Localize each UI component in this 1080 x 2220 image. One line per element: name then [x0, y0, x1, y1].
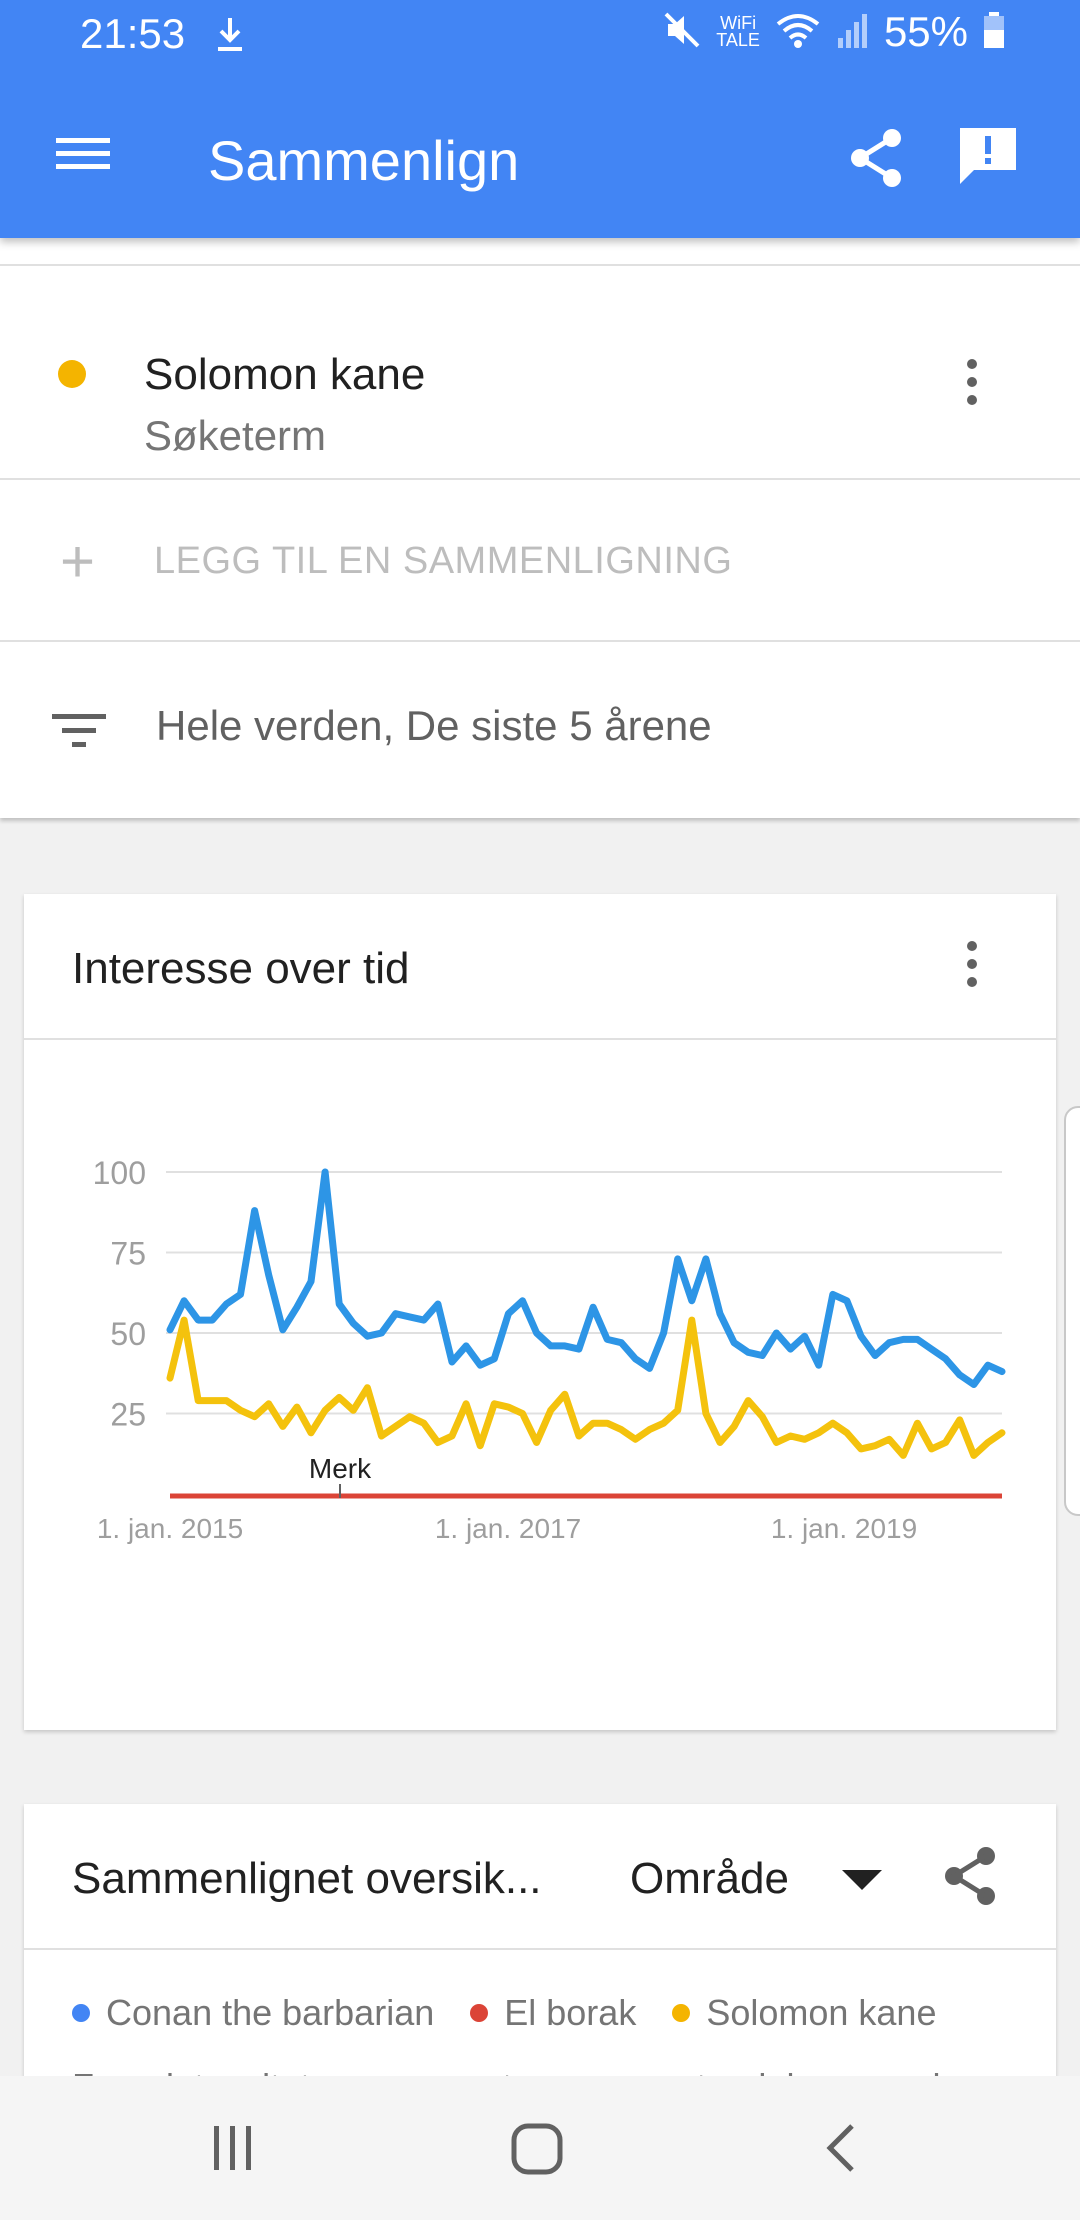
- legend-label: El borak: [504, 1992, 637, 2033]
- legend-item: Conan the barbarian: [72, 1992, 434, 2034]
- mute-icon: [662, 10, 702, 55]
- legend-label: Solomon kane: [706, 1992, 937, 2033]
- add-comparison-button[interactable]: + LEGG TIL EN SAMMENLIGNING: [0, 480, 1080, 642]
- feedback-icon[interactable]: [956, 124, 1020, 193]
- x-tick-label: 1. jan. 2019: [771, 1513, 917, 1544]
- series-line-solomon-kane: [166, 1316, 1006, 1459]
- signal-icon: [836, 10, 870, 55]
- legend-item: El borak: [470, 1992, 636, 2034]
- search-terms-panel: Solomon kane Søketerm + LEGG TIL EN SAMM…: [0, 238, 1080, 818]
- interest-chart[interactable]: 25 50 75 100 Merk 1. jan. 2015 1. jan. 2017 1. …: [24, 1042, 1056, 1730]
- card-header: Interesse over tid: [24, 894, 1056, 1040]
- wifi-icon: [774, 10, 822, 55]
- term-type: Søketerm: [144, 412, 327, 459]
- x-tick-label: 1. jan. 2015: [97, 1513, 243, 1544]
- share-icon[interactable]: [940, 1844, 1000, 1913]
- dropdown-arrow-icon[interactable]: [840, 1868, 884, 1897]
- term-name: Solomon kane: [144, 350, 426, 399]
- share-icon[interactable]: [846, 126, 906, 195]
- y-tick-label: 75: [110, 1236, 146, 1272]
- app-header: 21:53 WiFi TALE 55% Sammenlign: [0, 0, 1080, 238]
- battery-percent: 55%: [883, 8, 968, 55]
- y-tick-label: 50: [110, 1316, 146, 1352]
- note-label: Merk: [309, 1453, 372, 1484]
- card-title: Interesse over tid: [72, 944, 410, 993]
- term-more-icon[interactable]: [960, 356, 984, 417]
- legend-label: Conan the barbarian: [106, 1992, 435, 2033]
- legend-dot: [470, 2004, 489, 2022]
- status-bar: 21:53 WiFi TALE 55%: [0, 0, 1080, 72]
- legend-dot: [72, 2004, 90, 2022]
- plus-icon: +: [60, 528, 96, 595]
- wifi-label: WiFi: [720, 13, 757, 33]
- filter-label: Hele verden, De siste 5 årene: [156, 702, 712, 749]
- legend: Conan the barbarian El borak Solomon kan…: [72, 1992, 972, 2034]
- tale-label: TALE: [716, 30, 760, 50]
- recent-apps-icon[interactable]: [210, 2124, 258, 2177]
- term-color-dot: [58, 360, 86, 388]
- chart-svg: 25 50 75 100 Merk 1. jan. 2015 1. jan. 2017 1. …: [93, 1155, 1006, 1544]
- app-bar: Sammenlign: [0, 90, 1080, 238]
- region-select[interactable]: Område: [630, 1854, 789, 1903]
- scroll-handle[interactable]: [1064, 1106, 1080, 1516]
- status-time: 21:53: [80, 10, 186, 57]
- download-icon: [214, 14, 246, 59]
- search-term-row[interactable]: Solomon kane Søketerm: [0, 266, 1080, 480]
- battery-icon: [982, 10, 1006, 55]
- card-header: Sammenlignet oversik... Område: [24, 1804, 1056, 1950]
- add-comparison-label: LEGG TIL EN SAMMENLIGNING: [154, 540, 733, 582]
- card-more-icon[interactable]: [960, 938, 984, 999]
- legend-dot: [672, 2004, 691, 2022]
- y-tick-label: 25: [110, 1397, 146, 1433]
- series-line-conan-the-barbarian: [166, 1168, 1006, 1388]
- back-icon[interactable]: [822, 2122, 858, 2179]
- y-tick-label: 100: [93, 1155, 146, 1191]
- divider: [0, 264, 1080, 266]
- legend-item: Solomon kane: [672, 1992, 936, 2034]
- home-icon[interactable]: [510, 2122, 564, 2181]
- filter-icon: [50, 710, 110, 759]
- wifi-tale-label: WiFi TALE: [716, 13, 760, 50]
- status-icons: WiFi TALE 55%: [662, 8, 1006, 56]
- interest-over-time-card: Interesse over tid 25 50 75 100 Merk 1. jan. …: [24, 894, 1056, 1730]
- menu-icon[interactable]: [54, 130, 114, 178]
- x-tick-label: 1. jan. 2017: [435, 1513, 581, 1544]
- navigation-bar: [0, 2076, 1080, 2220]
- page-title: Sammenlign: [208, 129, 520, 192]
- comparison-title: Sammenlignet oversik...: [72, 1854, 542, 1903]
- filter-row[interactable]: Hele verden, De siste 5 årene: [0, 642, 1080, 818]
